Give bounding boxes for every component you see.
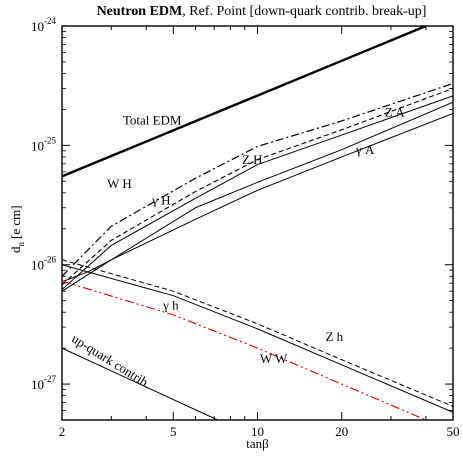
x-tick-label: 10 — [251, 424, 264, 439]
series-annotation: Total EDM — [123, 112, 182, 127]
chart-title-bold: Neutron EDM — [97, 4, 183, 19]
series-line-z-a — [62, 95, 453, 290]
y-tick-label: 10-26 — [31, 255, 56, 273]
chart-title: Neutron EDM, Ref. Point [down-quark cont… — [97, 4, 427, 19]
series-line-up-quark-contrib — [62, 347, 218, 420]
y-tick-label: 10-27 — [31, 374, 56, 392]
series-annotation: γ A — [355, 142, 375, 157]
y-tick-label: 10-25 — [31, 135, 56, 153]
series-line-total-edm — [62, 26, 427, 178]
y-label-sub: n — [16, 242, 26, 247]
chart-title-rest: , Ref. Point [down-quark contrib. break-… — [182, 4, 426, 19]
y-tick-exponent: -26 — [44, 255, 56, 265]
x-tick-label: 50 — [447, 424, 460, 439]
series-line-h — [62, 264, 453, 413]
series-lines — [62, 26, 453, 420]
y-tick-label: 10-24 — [31, 16, 56, 34]
y-tick-base: 10 — [31, 377, 44, 392]
series-line-h — [62, 101, 453, 283]
series-annotation: γ h — [162, 298, 179, 313]
y-tick-exponent: -24 — [44, 16, 56, 26]
series-annotation: γ H — [151, 192, 170, 207]
series-line-w-w — [62, 280, 428, 420]
series-annotation: W W — [260, 351, 288, 366]
y-tick-base: 10 — [31, 19, 44, 34]
y-label-main: d — [8, 246, 23, 253]
x-axis-label: tanβ — [246, 436, 269, 451]
y-tick-exponent: -25 — [44, 135, 56, 145]
series-annotation: Z H — [242, 152, 263, 167]
y-label-unit: [e cm] — [8, 205, 23, 239]
y-tick-base: 10 — [31, 138, 44, 153]
y-tick-exponent: -27 — [44, 374, 56, 384]
x-tick-label: 2 — [59, 424, 66, 439]
x-tick-label: 20 — [335, 424, 348, 439]
series-annotation: W H — [107, 176, 132, 191]
series-annotation: Z A — [385, 104, 405, 119]
y-axis-label: dn [e cm] — [8, 205, 26, 253]
x-tick-label: 5 — [170, 424, 177, 439]
series-annotation: up-quark contrib. — [69, 331, 153, 392]
y-tick-base: 10 — [31, 258, 44, 273]
chart-title-text: Neutron EDM, Ref. Point [down-quark cont… — [97, 4, 427, 19]
series-annotation: Z h — [325, 329, 343, 344]
series-line-a — [62, 113, 453, 292]
series-line-z-h — [62, 259, 453, 407]
annotations: Total EDM W H γ H Z H Z A γ A γ h Z h W W up-quar… — [69, 104, 405, 391]
